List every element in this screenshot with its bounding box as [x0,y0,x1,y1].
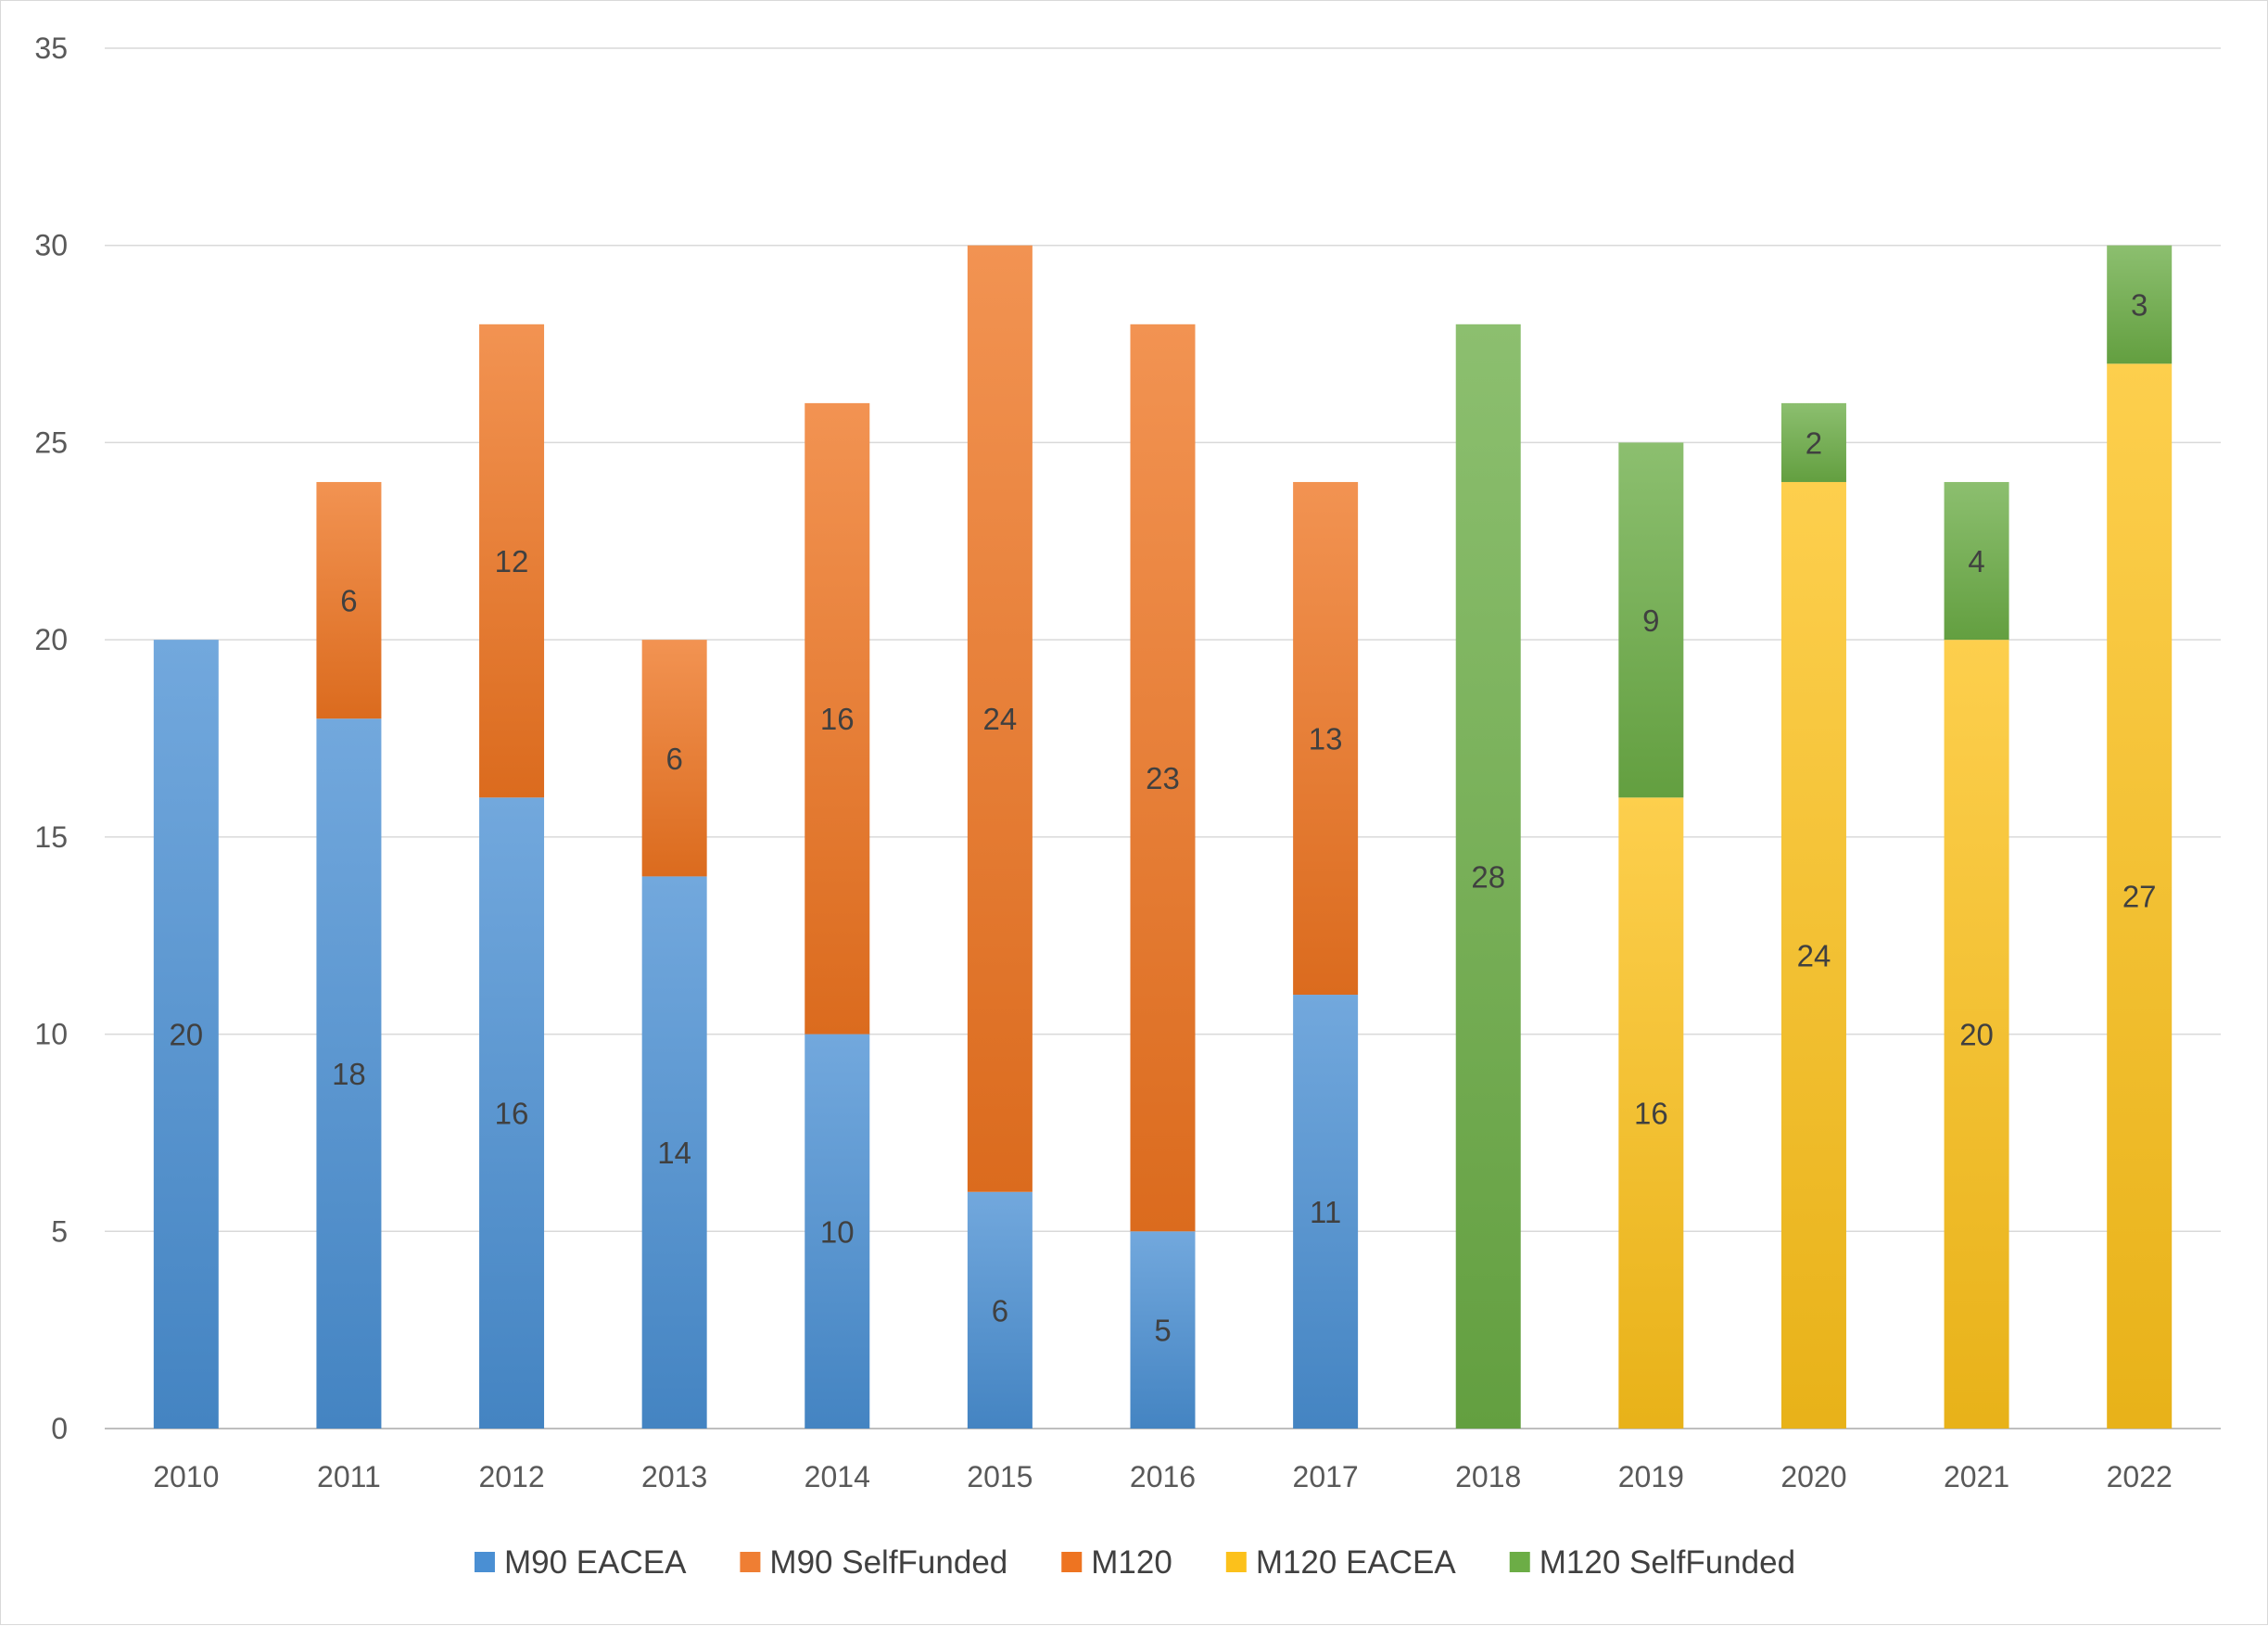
y-tick-label: 5 [51,1214,68,1248]
data-label-m120-2015: 24 [983,702,1018,736]
x-tick-label: 2011 [317,1460,381,1493]
x-tick-label: 2014 [805,1460,870,1493]
data-label-m90-eacea-2013: 14 [657,1136,691,1170]
bar-m90-eacea-2016 [1130,1231,1196,1429]
legend-swatch [1509,1552,1530,1572]
y-tick-label: 30 [34,229,68,262]
x-tick-label: 2013 [641,1460,707,1493]
x-tick-label: 2016 [1130,1460,1196,1493]
bar-m90-eacea-2015 [967,1191,1033,1429]
bar-m90-eacea-2011 [316,718,382,1429]
y-tick-label: 25 [34,426,68,459]
legend-swatch [1225,1552,1247,1572]
data-label-m120-eacea-2021: 20 [1959,1018,1994,1052]
y-tick-label: 15 [34,820,68,854]
x-tick-label: 2018 [1455,1460,1521,1493]
bar-m120-eacea-2019 [1618,797,1684,1429]
data-label-m120-selffunded-2022: 3 [2131,288,2148,323]
y-tick-label: 0 [51,1412,68,1445]
x-tick-label: 2010 [153,1460,219,1493]
legend-item-m90-eacea: M90 EACEA [474,1544,687,1581]
data-label-m120-2014: 16 [820,702,855,736]
legend-label: M90 EACEA [504,1544,687,1581]
data-labels: 20 18 6 16 12 14 6 10 16 6 24 5 23 11 13 28 16 9 24 2 20 4 27 3 [169,288,2156,1348]
data-label-m90-eacea-2014: 10 [820,1214,855,1249]
x-tick-label: 2012 [478,1460,544,1493]
legend: M90 EACEA M90 SelfFunded M120 M120 EACEA M12… [474,1544,1795,1581]
data-label-m90-eacea-2012: 16 [495,1097,529,1131]
legend-item-m120-selffunded: M120 SelfFunded [1509,1544,1795,1581]
legend-item-m120: M120 [1061,1544,1172,1581]
data-label-m120-selffunded-2020: 2 [1806,426,1822,460]
bar-m120-selffunded-2021 [1944,481,2009,641]
bar-m90-eacea-2010 [153,640,219,1429]
bar-m90-eacea-2013 [641,876,707,1429]
bar-m120-eacea-2021 [1944,640,2009,1429]
bar-m90-eacea-2017 [1293,995,1359,1429]
y-tick-label: 10 [34,1018,68,1051]
bars [153,245,2173,1429]
bar-m120-eacea-2022 [2107,363,2173,1429]
legend-swatch [474,1552,495,1572]
bar-m120-2012 [479,324,545,798]
data-label-m120-eacea-2020: 24 [1797,938,1831,972]
data-label-m120-eacea-2022: 27 [2122,880,2157,914]
data-label-m120-selffunded-2018: 28 [1471,859,1505,894]
legend-swatch [740,1552,761,1572]
legend-label: M120 SelfFunded [1539,1544,1795,1581]
bar-m120-2013 [641,640,707,877]
legend-item-m90-selffunded: M90 SelfFunded [740,1544,1007,1581]
data-label-m90-eacea-2010: 20 [169,1018,203,1052]
x-tick-label: 2020 [1780,1460,1846,1493]
x-tick-label: 2015 [967,1460,1033,1493]
x-tick-label: 2022 [2107,1460,2173,1493]
bar-m120-selffunded-2022 [2107,245,2173,364]
x-axis-tick-labels: 2010 2011 2012 2013 2014 2015 2016 2017 2018 2019… [153,1460,2173,1493]
bar-m120-2015 [967,245,1033,1192]
bar-m120-selffunded-2018 [1455,324,1521,1429]
legend-swatch [1061,1552,1083,1572]
bar-m90-eacea-2012 [479,797,545,1429]
bar-m120-2011 [316,481,382,719]
data-label-m90-eacea-2011: 18 [332,1057,366,1091]
bar-m120-selffunded-2019 [1618,442,1684,798]
data-label-m120-2012: 12 [495,544,529,578]
data-label-m90-eacea-2015: 6 [992,1293,1008,1327]
data-label-m120-eacea-2019: 16 [1634,1097,1668,1131]
data-label-m90-eacea-2017: 11 [1310,1195,1341,1229]
x-tick-label: 2017 [1293,1460,1359,1493]
y-tick-label: 35 [34,32,68,65]
bar-m120-2016 [1130,324,1196,1232]
y-axis-tick-labels: 0 5 10 15 20 25 30 35 [34,32,68,1445]
data-label-m120-selffunded-2021: 4 [1968,544,1984,578]
bar-m120-2014 [805,402,870,1035]
data-label-m120-2011: 6 [340,584,357,618]
legend-label: M120 EACEA [1256,1544,1457,1581]
bar-m90-eacea-2014 [805,1034,870,1429]
y-tick-label: 20 [34,623,68,656]
data-label-m120-2013: 6 [665,742,682,776]
bar-m120-eacea-2020 [1780,481,1846,1429]
legend-item-m120-eacea: M120 EACEA [1225,1544,1457,1581]
data-label-m120-2016: 23 [1146,761,1180,795]
legend-label: M90 SelfFunded [769,1544,1007,1581]
legend-label: M120 [1091,1544,1172,1581]
bar-m120-2017 [1293,481,1359,996]
x-tick-label: 2021 [1944,1460,2009,1493]
x-tick-label: 2019 [1618,1460,1684,1493]
data-label-m90-eacea-2016: 5 [1154,1314,1171,1348]
bar-m120-selffunded-2020 [1780,402,1846,482]
data-label-m120-selffunded-2019: 9 [1642,603,1659,638]
data-label-m120-2017: 13 [1309,722,1343,756]
